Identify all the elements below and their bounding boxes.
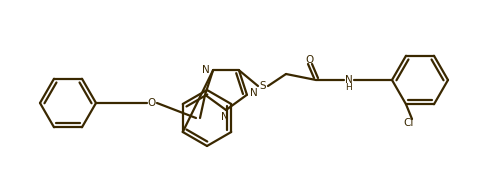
Text: N: N (221, 112, 228, 122)
Text: Cl: Cl (403, 118, 413, 128)
Text: S: S (259, 81, 266, 91)
Text: N: N (202, 65, 210, 75)
Text: N: N (345, 75, 352, 85)
Text: O: O (148, 98, 156, 108)
Text: O: O (305, 55, 314, 65)
Text: H: H (345, 83, 352, 92)
Text: N: N (250, 88, 257, 98)
